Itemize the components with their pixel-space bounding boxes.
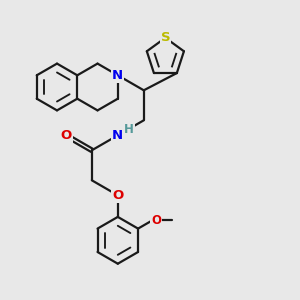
Text: O: O	[112, 189, 123, 202]
Text: O: O	[151, 214, 161, 227]
Text: H: H	[124, 123, 134, 136]
Text: N: N	[112, 69, 123, 82]
Text: N: N	[112, 129, 123, 142]
Text: S: S	[160, 31, 170, 44]
Text: O: O	[60, 129, 71, 142]
